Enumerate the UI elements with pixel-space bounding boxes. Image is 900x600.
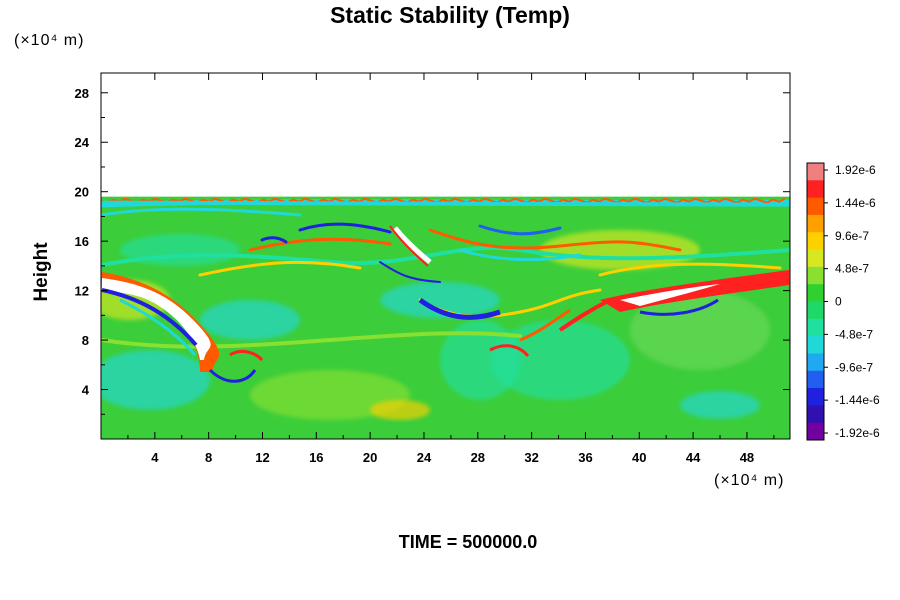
colorbar-swatch	[807, 180, 824, 199]
colorbar-label: -9.6e-7	[835, 360, 873, 374]
x-tick-label: 28	[471, 450, 485, 465]
x-tick-label: 36	[578, 450, 592, 465]
colorbar-swatch	[807, 318, 824, 337]
x-tick-label: 8	[205, 450, 212, 465]
y-tick-label: 24	[75, 135, 90, 150]
field-patch	[630, 290, 770, 370]
centre-white-streak	[393, 226, 432, 264]
contour-streak	[298, 222, 392, 234]
eddy-blue	[208, 368, 257, 383]
contour-streak	[248, 237, 392, 252]
colorbar-swatch	[807, 422, 824, 441]
colorbar-label: -4.8e-7	[835, 327, 873, 341]
colorbar-swatch	[807, 301, 824, 320]
field-patch	[440, 320, 520, 400]
contour-streak	[379, 261, 441, 283]
colorbar-label: 4.8e-7	[835, 262, 869, 276]
y-axis: 4 8 12 16 20 24 28	[75, 86, 790, 415]
colorbar-swatch	[807, 232, 824, 251]
colorbar-swatch	[807, 214, 824, 233]
x-tick-label: 20	[363, 450, 377, 465]
x-axis: 4 8 12 16 20 24 28 32 36 40 44 48	[127, 73, 775, 465]
chart-title: Static Stability (Temp)	[330, 2, 570, 28]
contour-streak	[101, 331, 522, 349]
y-tick-label: 20	[75, 185, 89, 200]
band-right-negative	[639, 298, 719, 316]
x-tick-label: 32	[524, 450, 538, 465]
colorbar-label: -1.44e-6	[835, 393, 880, 407]
colorbar-swatch	[807, 370, 824, 389]
colorbar-swatch	[807, 336, 824, 354]
eddy-red-2	[489, 344, 530, 358]
colorbar-swatch	[807, 284, 824, 302]
x-tick-label: 16	[309, 450, 323, 465]
x-tick-label: 4	[151, 450, 159, 465]
x-tick-label: 48	[740, 450, 754, 465]
x-tick-label: 12	[255, 450, 269, 465]
y-tick-label: 12	[75, 284, 89, 299]
field-patch	[680, 391, 760, 419]
contour-streak	[101, 245, 790, 267]
colorbar-label: 1.92e-6	[835, 163, 876, 177]
contour-streak	[478, 224, 562, 236]
top-edge-cyan	[101, 200, 790, 207]
band-left-core	[102, 278, 211, 360]
x-tick-label: 24	[417, 450, 432, 465]
band-right-core	[620, 284, 720, 306]
colorbar-label: 1.44e-6	[835, 196, 876, 210]
y-tick-label: 4	[82, 383, 90, 398]
colorbar-label: 0	[835, 295, 842, 309]
y-tick-label: 28	[75, 86, 89, 101]
centre-negative-arc	[418, 297, 501, 320]
plot-frame	[100, 72, 791, 440]
contour-streak	[198, 260, 362, 277]
field-patch	[370, 400, 430, 420]
colorbar-swatch	[807, 163, 824, 181]
x-tick-label: 40	[632, 450, 646, 465]
eddy-red	[229, 349, 264, 362]
band-left-negative	[101, 288, 198, 347]
centre-red-edge	[389, 225, 429, 267]
colorbar-label: 9.6e-7	[835, 229, 869, 243]
colorbar-swatch	[807, 249, 824, 268]
field-patch	[540, 230, 700, 270]
contour-streak	[260, 236, 288, 244]
x-axis-unit: (×10⁴ m)	[714, 472, 785, 489]
field-patch	[101, 350, 210, 410]
field-patch	[250, 370, 410, 420]
y-axis-unit: (×10⁴ m)	[14, 32, 85, 49]
colorbar-swatch	[807, 266, 824, 285]
contour-streak	[428, 228, 682, 252]
plot-area	[101, 196, 790, 439]
y-tick-label: 8	[82, 333, 89, 348]
y-tick-label: 16	[75, 234, 89, 249]
colorbar-swatch	[807, 388, 824, 406]
eddy-orange	[519, 308, 571, 342]
contour-streak	[101, 207, 302, 217]
contour-streak	[458, 248, 582, 262]
time-stamp: TIME = 500000.0	[398, 532, 538, 552]
contour-streak	[598, 262, 782, 277]
band-right-diagonal	[558, 298, 611, 332]
colorbar-swatch	[807, 353, 824, 372]
band-left-negative-edge	[119, 298, 197, 356]
field-patch	[200, 300, 300, 340]
field-patch	[490, 320, 630, 400]
colorbar-swatch	[807, 197, 824, 216]
field-patch	[380, 282, 500, 318]
colorbar-swatch	[807, 405, 824, 424]
x-tick-label: 44	[686, 450, 701, 465]
colorbar-label: -1.92e-6	[835, 426, 880, 440]
colorbar: 1.92e-6 1.44e-6 9.6e-7 4.8e-7 0 -4.8e-7 -9.6e-…	[806, 162, 880, 441]
